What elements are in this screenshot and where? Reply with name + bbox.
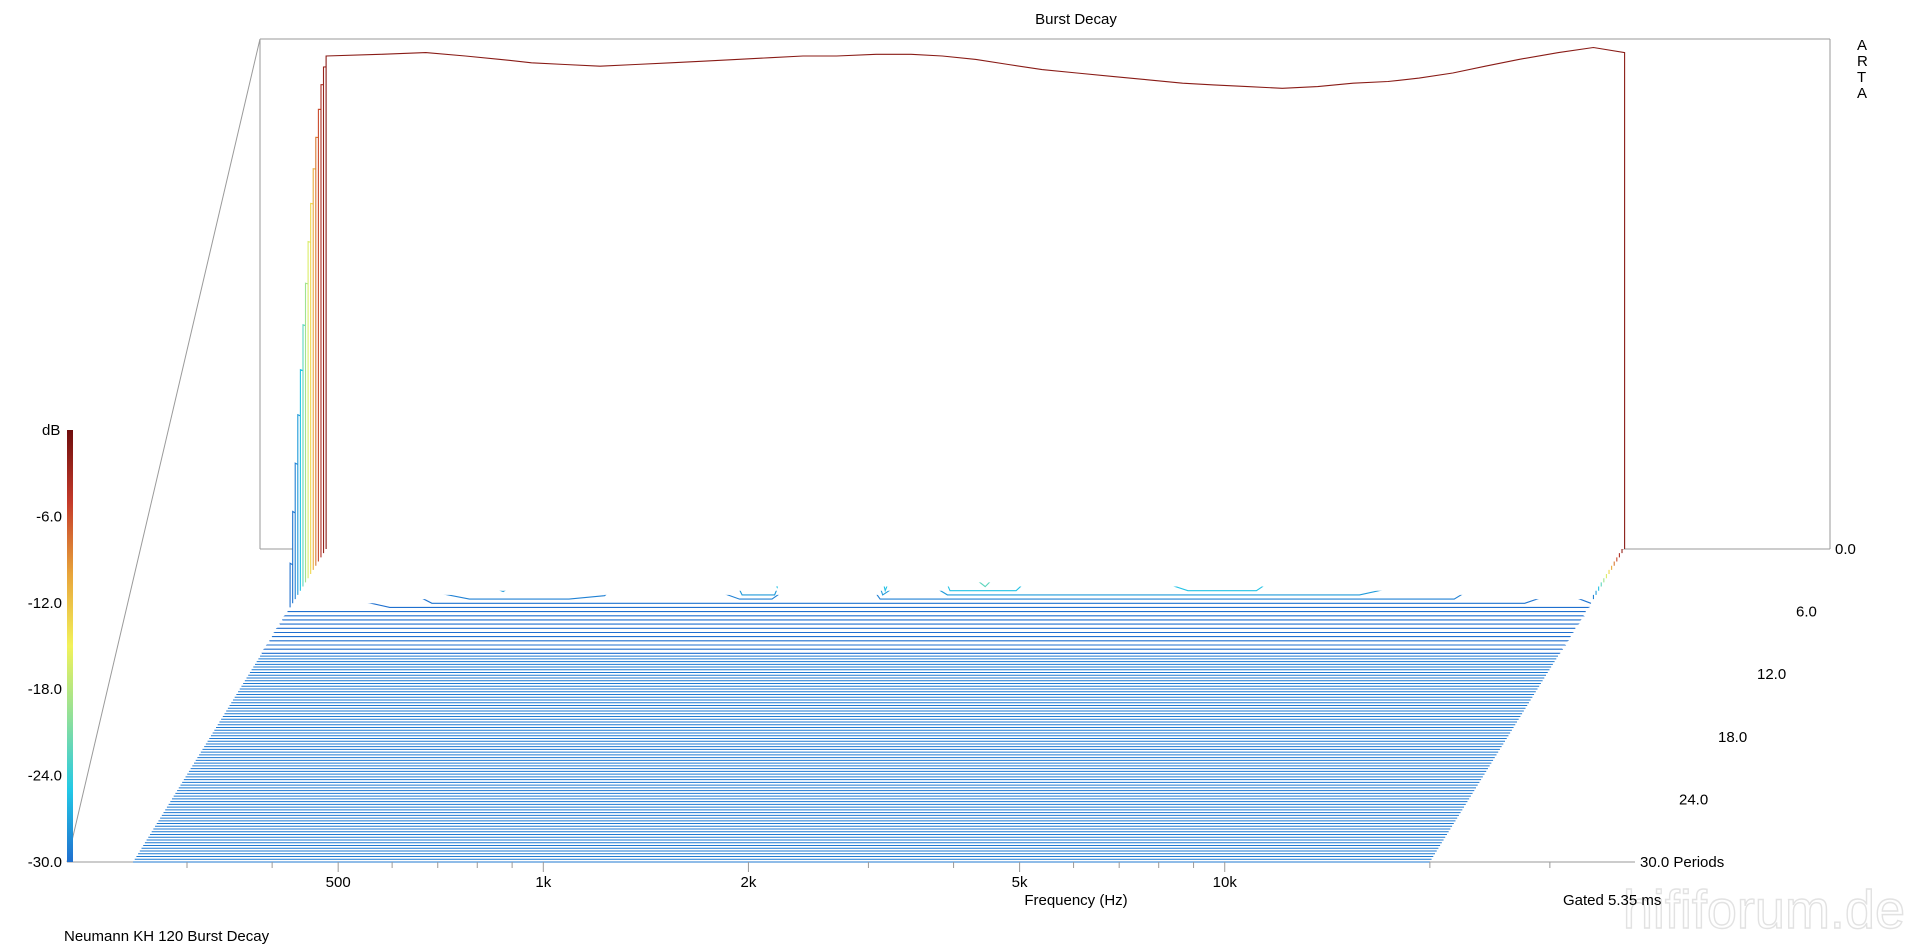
color-bar-tick-label: -24.0 <box>28 768 62 785</box>
z-tick-label: 0.0 <box>1835 541 1856 558</box>
chart-title: Burst Decay <box>1035 11 1117 28</box>
decay-slice-line <box>325 46 1626 550</box>
z-tick-label: 24.0 <box>1679 791 1708 808</box>
z-tick-label: 12.0 <box>1757 666 1786 683</box>
color-bar-tick-label: -30.0 <box>28 854 62 871</box>
x-tick-label: 1k <box>535 874 551 891</box>
color-bar-tick-label: -6.0 <box>36 508 62 525</box>
floor-slices <box>133 655 1558 863</box>
decay-slice-line <box>292 510 1592 604</box>
color-bar-tick-label: -18.0 <box>28 681 62 698</box>
z-tick-label: 30.0 Periods <box>1640 854 1724 871</box>
x-tick-label: 500 <box>326 874 351 891</box>
decay-curves <box>261 46 1626 654</box>
x-tick-label: 5k <box>1012 874 1028 891</box>
gate-note: Gated 5.35 ms <box>1563 892 1661 909</box>
color-bar-unit: dB <box>42 422 60 439</box>
x-tick-label: 10k <box>1213 874 1238 891</box>
vendor-mark-letter: T <box>1857 69 1866 86</box>
watermark-text: hififorum.de <box>1623 880 1905 940</box>
color-bar-gradient <box>67 430 73 862</box>
vendor-mark: A R T A <box>1857 37 1868 102</box>
color-bar-ticks: -6.0 -12.0 -18.0 -24.0 -30.0 <box>28 508 62 871</box>
x-tick-label: 2k <box>741 874 757 891</box>
vendor-mark-letter: A <box>1857 37 1867 54</box>
z-tick-label: 6.0 <box>1796 604 1817 621</box>
x-axis-label: Frequency (Hz) <box>1024 892 1127 909</box>
z-axis: 0.0 6.0 12.0 18.0 24.0 30.0 Periods <box>1640 541 1856 871</box>
vendor-mark-letter: A <box>1857 85 1867 102</box>
decay-slice-line <box>289 562 1591 608</box>
color-bar-tick-label: -12.0 <box>28 595 62 612</box>
vendor-mark-letter: R <box>1857 53 1868 70</box>
z-tick-label: 18.0 <box>1718 729 1747 746</box>
caption-text: Neumann KH 120 Burst Decay <box>64 928 270 945</box>
x-axis: 500 1k 2k 5k 10k <box>186 862 1551 891</box>
color-bar: dB -6.0 -12.0 -18.0 -24.0 -30.0 <box>28 422 73 871</box>
